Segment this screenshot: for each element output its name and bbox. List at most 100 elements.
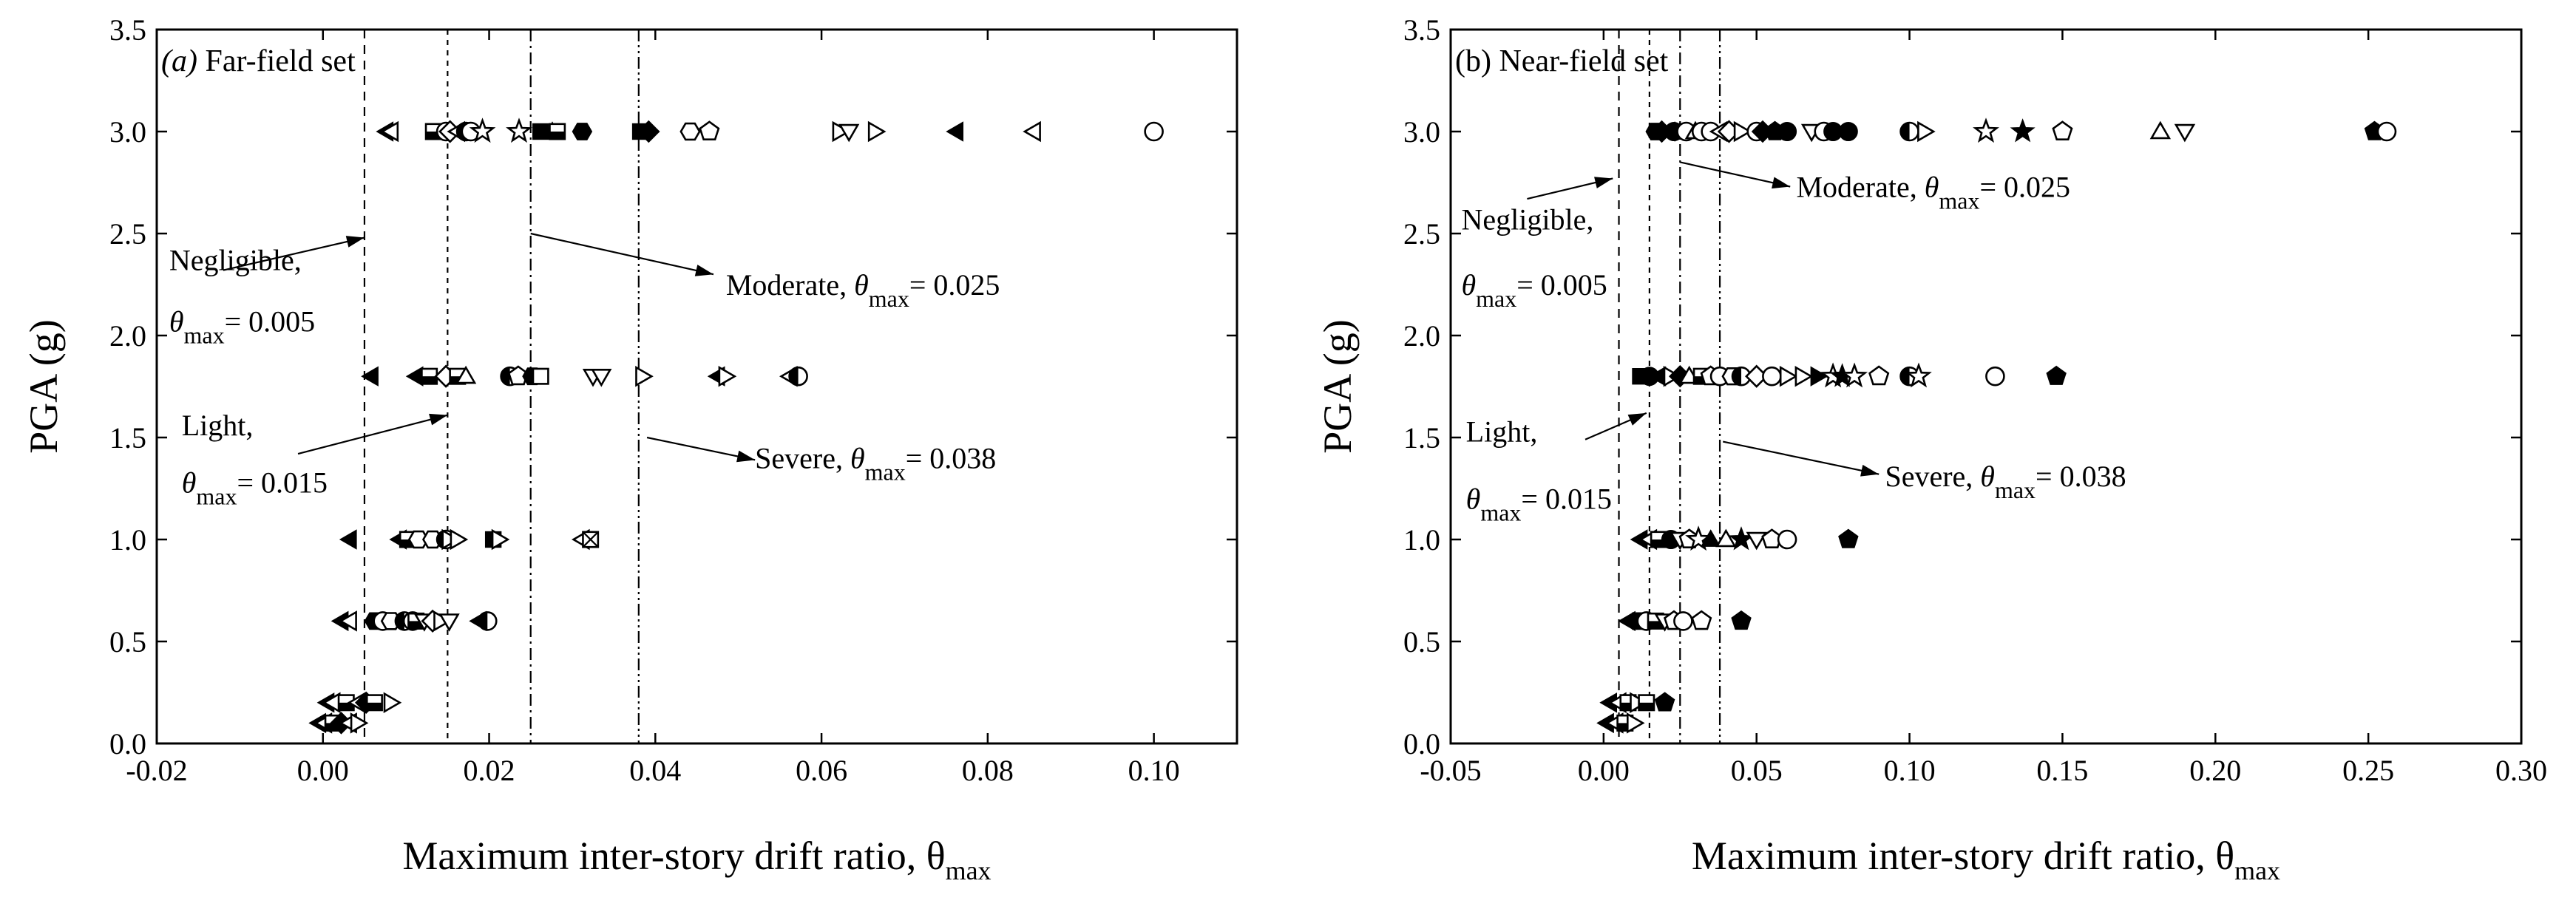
data-point — [591, 368, 612, 387]
data-point — [1917, 120, 1936, 143]
data-point — [1700, 529, 1721, 547]
data-point — [1838, 122, 1858, 141]
y-tick-label: 3.0 — [1403, 115, 1440, 149]
data-point — [339, 610, 357, 632]
annotation-theta: θ — [850, 441, 865, 474]
data-point — [1685, 525, 1712, 551]
y-tick-label: 1.5 — [109, 421, 146, 454]
x-tick-label: 0.30 — [2495, 754, 2547, 787]
annotation: Light, θmax= 0.015 — [182, 409, 448, 510]
annotation-arrow-head — [1594, 177, 1613, 188]
y-tick-label: 3.5 — [109, 13, 146, 47]
x-tick-label: 0.10 — [1128, 754, 1180, 787]
annotation: Severe, θmax= 0.038 — [646, 436, 996, 485]
x-axis-title-subscript: max — [946, 856, 992, 885]
plot-frame — [1449, 28, 2523, 745]
annotation-label: Light, — [182, 409, 254, 442]
annotation-name: Moderate, — [1796, 170, 1924, 203]
annotation-subscript: max — [1939, 187, 1979, 214]
annotation-subscript: max — [1480, 500, 1521, 526]
annotation: Negligible, θmax= 0.005 — [169, 236, 365, 348]
data-point — [1638, 694, 1655, 712]
annotation-theta: θ — [182, 466, 197, 500]
data-point — [337, 694, 355, 712]
annotation-label: Negligible, — [1461, 202, 1593, 236]
annotation-name: Severe, — [1885, 460, 1980, 493]
x-axis-title-text: Maximum inter-story drift ratio, θ — [1692, 834, 2234, 878]
data-point — [339, 529, 357, 550]
panel-far-field: -0.02 0.00 0.02 0.04 0.06 0.08 0.10 0.0 0.5 1.0 1.… — [21, 13, 1238, 885]
x-tick-label: 0.04 — [629, 754, 681, 787]
annotation-equation: = 0.025 — [1980, 170, 2071, 203]
y-tick-label: 3.0 — [109, 115, 146, 149]
annotation-arrow-head — [345, 236, 365, 248]
y-tick-label: 0.5 — [1403, 625, 1440, 658]
annotation-equation: = 0.005 — [225, 304, 316, 338]
data-point — [1762, 366, 1782, 387]
x-axis-title: Maximum inter-story drift ratio, θmax — [402, 834, 991, 885]
data-point — [1673, 611, 1693, 631]
annotation-equation: = 0.025 — [909, 268, 1000, 302]
data-point — [365, 694, 383, 712]
annotation-label: Negligible, — [169, 244, 302, 277]
annotation-value: θmax= 0.005 — [169, 304, 315, 348]
annotation-label: Severe, θmax= 0.038 — [755, 441, 996, 485]
x-tick-label: 0.25 — [2342, 754, 2394, 787]
x-tick-label: 0.00 — [1578, 754, 1630, 787]
data-point — [1627, 712, 1645, 734]
annotation-name: Moderate, — [726, 268, 854, 302]
annotation-arrow-line — [1680, 161, 1791, 188]
data-point — [679, 122, 701, 141]
data-point — [1973, 118, 1999, 143]
plot-frame — [155, 28, 1238, 745]
data-point — [1745, 364, 1769, 388]
annotation-equation: = 0.015 — [1521, 483, 1612, 516]
y-tick-label: 1.0 — [109, 523, 146, 556]
series-pga-0.1 — [1596, 712, 1645, 734]
annotation-arrow-line — [297, 414, 448, 455]
annotation-subscript: max — [1476, 285, 1516, 312]
y-tick-label: 2.5 — [109, 217, 146, 251]
annotation-equation: = 0.015 — [237, 466, 328, 500]
data-point — [637, 120, 660, 143]
annotation-subscript: max — [184, 321, 225, 348]
y-tick-label: 1.5 — [1403, 421, 1440, 454]
annotation-name: Severe, — [755, 441, 850, 474]
y-axis-title: PGA (g) — [1315, 319, 1360, 454]
data-point — [350, 712, 369, 734]
annotation-arrow-head — [1860, 464, 1880, 477]
annotation-label: Moderate, θmax= 0.025 — [726, 268, 1000, 312]
data-point — [2174, 123, 2196, 143]
data-point — [2149, 120, 2172, 140]
data-point — [407, 530, 430, 549]
panel-title-text: (b) Near-field set — [1455, 44, 1669, 78]
series-pga-1 — [1630, 525, 1859, 551]
data-point — [2010, 118, 2036, 143]
y-tick-label: 2.0 — [109, 319, 146, 353]
data-point — [1733, 120, 1752, 143]
x-tick-label: 0.00 — [297, 754, 349, 787]
x-tick-label: 0.08 — [962, 754, 1014, 787]
data-point — [1868, 365, 1890, 386]
series-pga-0.1 — [308, 712, 369, 735]
data-point — [635, 365, 654, 387]
data-point — [1654, 692, 1675, 712]
annotation-label: Severe, θmax= 0.038 — [1885, 460, 2126, 503]
annotation-theta: θ — [854, 268, 869, 302]
series-pga-1 — [339, 528, 600, 551]
series-pga-0.6 — [331, 609, 498, 633]
panel-near-field: -0.05 0.00 0.05 0.10 0.15 0.20 0.25 0.30 0.0 0.5 1… — [1315, 13, 2547, 885]
data-point — [1746, 531, 1767, 551]
data-point — [438, 613, 460, 632]
panel-title-text: Far-field set — [205, 44, 356, 78]
data-point — [1777, 529, 1797, 550]
annotation-value: θmax= 0.015 — [1466, 483, 1612, 526]
data-point — [506, 118, 532, 143]
data-point — [1810, 366, 1828, 387]
data-point — [1794, 365, 1814, 387]
data-point — [582, 531, 600, 548]
y-tick-label: 0.5 — [109, 625, 146, 658]
x-tick-label: 0.05 — [1731, 754, 1783, 787]
